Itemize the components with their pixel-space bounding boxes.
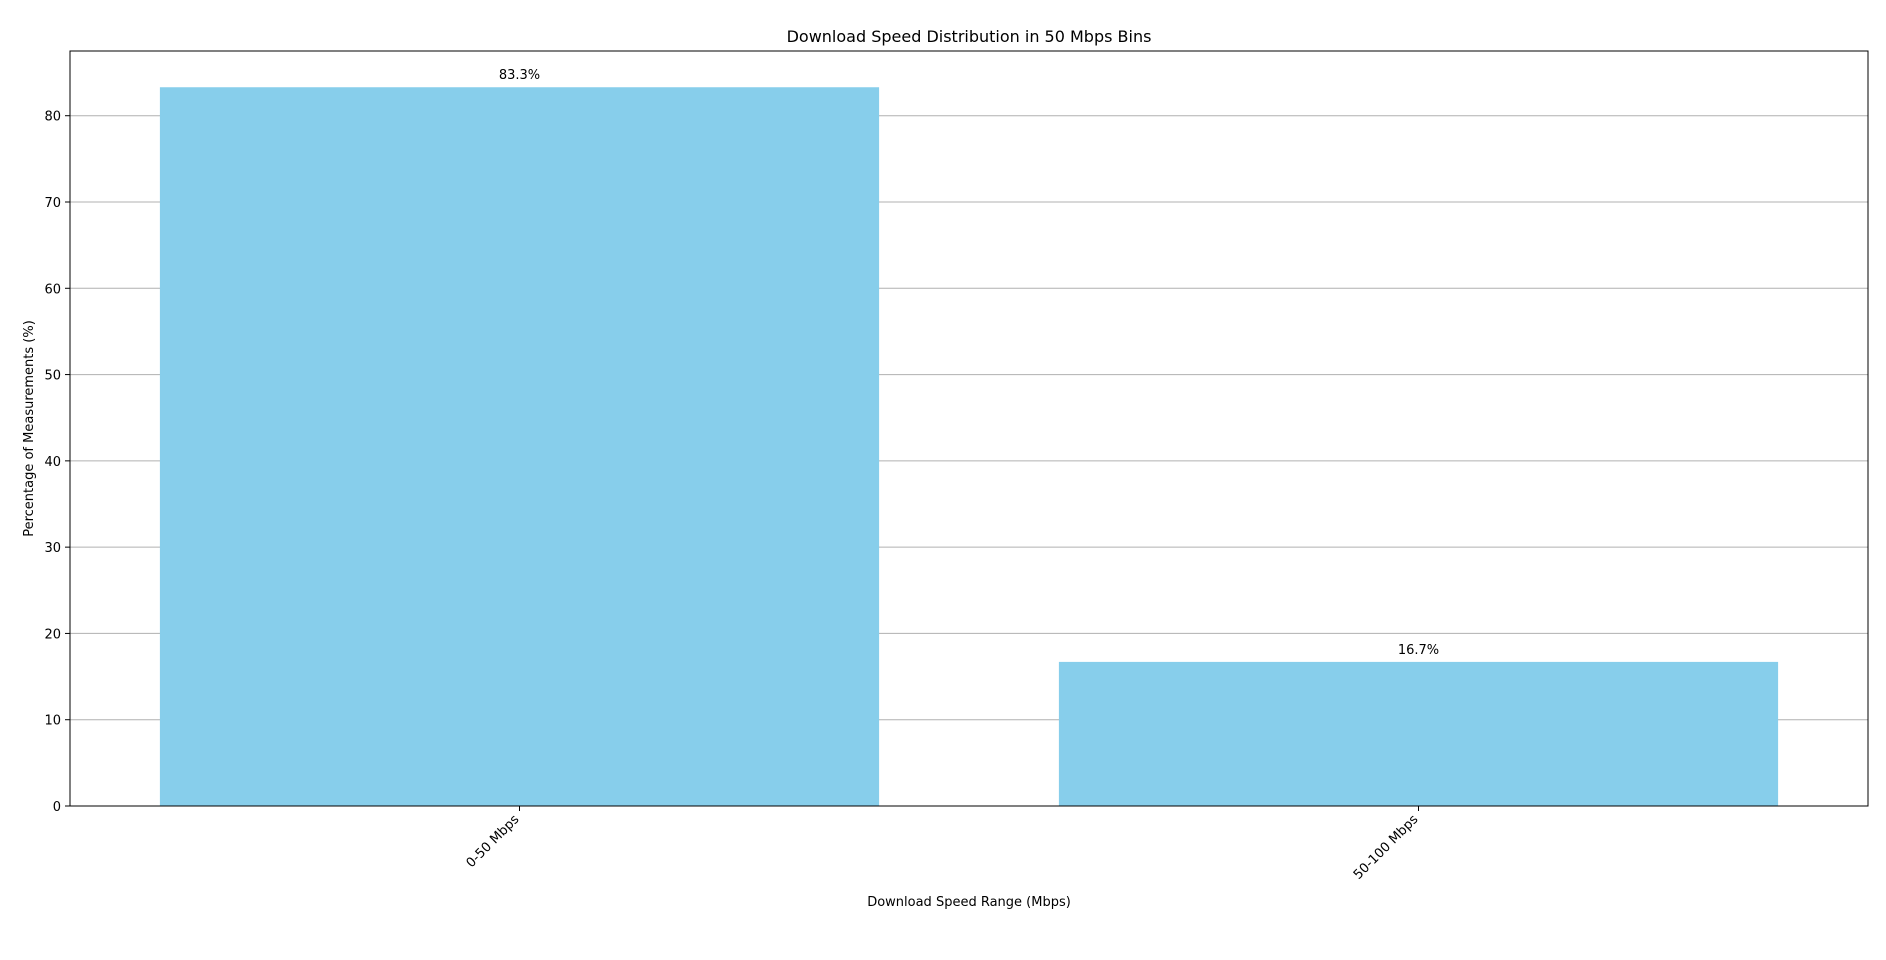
bar-data-label: 83.3% <box>499 68 540 83</box>
bars <box>159 87 1779 807</box>
y-tick-label: 0 <box>53 800 61 815</box>
bar-data-label: 16.7% <box>1398 643 1439 658</box>
y-tick-label: 60 <box>44 282 61 297</box>
bar <box>159 87 880 807</box>
y-tick-label: 70 <box>44 196 61 211</box>
y-axis-ticks: 0 10 20 30 40 50 60 70 80 <box>44 110 70 815</box>
y-tick-label: 20 <box>44 627 61 642</box>
data-labels: 83.3% 16.7% <box>499 68 1439 658</box>
y-tick-label: 40 <box>44 455 61 470</box>
plot-frame <box>69 50 1869 807</box>
y-tick-label: 50 <box>44 369 61 384</box>
bar <box>1058 661 1779 806</box>
y-axis-label: Percentage of Measurements (%) <box>22 320 37 537</box>
x-axis-label: Download Speed Range (Mbps) <box>867 895 1071 910</box>
y-tick-label: 10 <box>44 714 61 729</box>
chart-title: Download Speed Distribution in 50 Mbps B… <box>787 27 1152 46</box>
y-tick-label: 30 <box>44 541 61 556</box>
y-tick-label: 80 <box>44 110 61 125</box>
